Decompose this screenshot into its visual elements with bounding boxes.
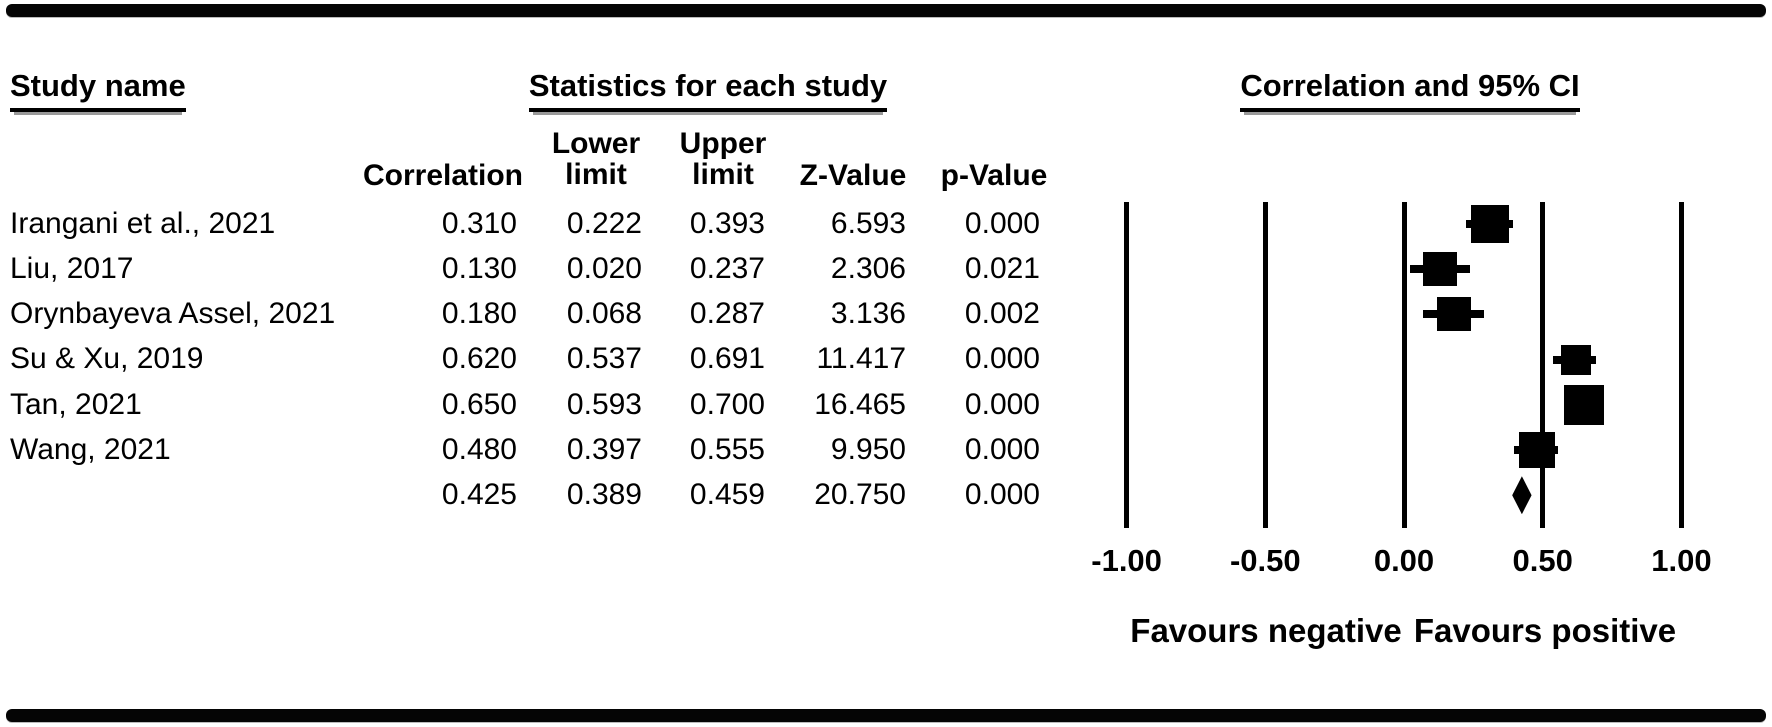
column-header-z-value: Z-Value [799, 159, 907, 192]
study-name: Orynbayeva Assel, 2021 [10, 297, 336, 330]
column-header-upper-limit: Upper limit [679, 127, 767, 191]
correlation-value: 0.130 [441, 252, 517, 285]
z-value: 20.750 [814, 478, 906, 511]
p-value: 0.021 [964, 252, 1040, 285]
table-row: Su & Xu, 2019 0.620 0.537 0.691 11.417 0… [0, 337, 1060, 381]
upper-limit-value: 0.555 [689, 433, 765, 466]
study-marker [1560, 344, 1591, 375]
column-header-p-value: p-Value [940, 159, 1048, 192]
axis-tick-label: 0.50 [1512, 543, 1573, 578]
axis-gridline [1540, 202, 1546, 528]
study-name: Wang, 2021 [10, 433, 171, 466]
plot-group-header: Correlation and 95% CI [1160, 68, 1660, 112]
study-name-header: Study name [10, 68, 186, 112]
lower-limit-value: 0.397 [566, 433, 642, 466]
top-rule [6, 4, 1766, 17]
lower-limit-value: 0.020 [566, 252, 642, 285]
correlation-value: 0.650 [441, 388, 517, 421]
study-name: Irangani et al., 2021 [10, 207, 276, 240]
study-name: Tan, 2021 [10, 388, 142, 421]
lower-limit-value: 0.389 [566, 478, 642, 511]
p-value: 0.000 [964, 478, 1040, 511]
column-header-lower-limit: Lower limit [551, 127, 641, 191]
study-marker [1423, 252, 1458, 287]
axis-tick-label: -1.00 [1091, 543, 1162, 578]
correlation-value: 0.620 [441, 342, 517, 375]
table-row: Irangani et al., 2021 0.310 0.222 0.393 … [0, 202, 1060, 246]
summary-diamond [1512, 476, 1532, 515]
upper-limit-value: 0.691 [689, 342, 765, 375]
stats-group-header: Statistics for each study [458, 68, 958, 112]
axis-gridline [1678, 202, 1684, 528]
axis-gridline [1124, 202, 1130, 528]
axis-gridline [1262, 202, 1268, 528]
z-value: 11.417 [816, 342, 906, 375]
correlation-value: 0.425 [441, 478, 517, 511]
correlation-value: 0.180 [441, 297, 517, 330]
upper-limit-value: 0.393 [689, 207, 765, 240]
axis-tick-label: -0.50 [1229, 543, 1301, 578]
table-row-summary: 0.425 0.389 0.459 20.750 0.000 [0, 473, 1060, 517]
study-marker [1564, 384, 1605, 425]
study-name: Su & Xu, 2019 [10, 342, 204, 375]
favours-positive-label: Favours positive [1413, 612, 1677, 649]
z-value: 2.306 [830, 252, 906, 285]
table-row: Wang, 2021 0.480 0.397 0.555 9.950 0.000 [0, 428, 1060, 472]
lower-limit-value: 0.068 [566, 297, 642, 330]
p-value: 0.000 [964, 207, 1040, 240]
bottom-rule [6, 709, 1766, 722]
axis-tick-label: 0.00 [1373, 543, 1435, 578]
axis-tick-label: 1.00 [1651, 543, 1712, 578]
column-header-correlation: Correlation [362, 159, 524, 192]
lower-limit-value: 0.222 [566, 207, 642, 240]
p-value: 0.002 [964, 297, 1040, 330]
upper-limit-value: 0.700 [689, 388, 765, 421]
upper-limit-value: 0.459 [689, 478, 765, 511]
table-row: Tan, 2021 0.650 0.593 0.700 16.465 0.000 [0, 383, 1060, 427]
correlation-value: 0.310 [441, 207, 517, 240]
study-name: Liu, 2017 [10, 252, 134, 285]
p-value: 0.000 [964, 433, 1040, 466]
p-value: 0.000 [964, 342, 1040, 375]
correlation-value: 0.480 [441, 433, 517, 466]
upper-limit-value: 0.287 [689, 297, 765, 330]
table-row: Orynbayeva Assel, 2021 0.180 0.068 0.287… [0, 292, 1060, 336]
favours-negative-label: Favours negative [1130, 612, 1402, 649]
z-value: 6.593 [830, 207, 906, 240]
z-value: 9.950 [830, 433, 906, 466]
table-row: Liu, 2017 0.130 0.020 0.237 2.306 0.021 [0, 247, 1060, 291]
study-marker [1436, 297, 1471, 332]
lower-limit-value: 0.593 [566, 388, 642, 421]
z-value: 3.136 [830, 297, 906, 330]
axis-gridline [1401, 202, 1407, 528]
lower-limit-value: 0.537 [566, 342, 642, 375]
upper-limit-value: 0.237 [689, 252, 765, 285]
z-value: 16.465 [814, 388, 906, 421]
p-value: 0.000 [964, 388, 1040, 421]
study-marker [1519, 432, 1556, 468]
study-marker [1470, 205, 1509, 243]
